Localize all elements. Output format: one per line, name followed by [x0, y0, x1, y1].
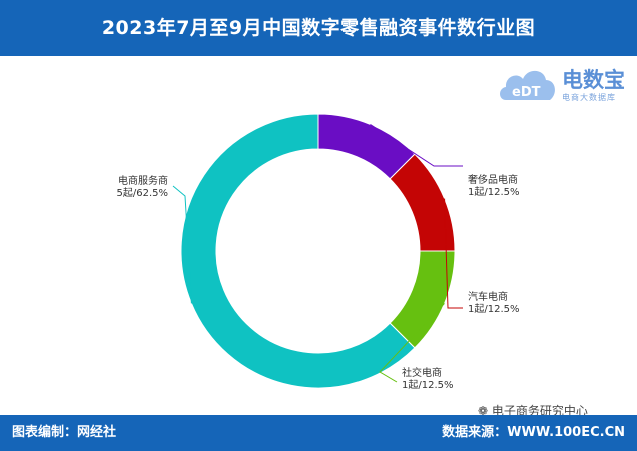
slice-name-label: 社交电商: [402, 366, 442, 379]
leader-line-2: [379, 303, 445, 383]
cloud-logo-icon: eDT: [500, 70, 555, 100]
footer-credit: 图表编制：网经社: [12, 425, 117, 440]
leader-line-0: [370, 124, 463, 167]
title-bar: [0, 0, 637, 56]
wechat-icon: ❁: [478, 404, 492, 418]
slice-name-label: 电商服务商: [118, 174, 168, 187]
donut-chart: 奢侈品电商1起/12.5%汽车电商1起/12.5%社交电商1起/12.5%电商服…: [117, 113, 520, 391]
slice-name-label: 汽车电商: [468, 290, 508, 303]
logo-mark: eDT: [512, 85, 541, 100]
footer-bar: 图表编制：网经社 数据来源：WWW.100EC.CN: [0, 415, 637, 451]
logo-name: 电数宝: [562, 68, 625, 92]
slice-name-label: 奢侈品电商: [468, 173, 518, 186]
slice-3: [180, 113, 416, 389]
leader-line-1: [444, 198, 463, 309]
slice-value-label: 5起/62.5%: [117, 187, 169, 199]
watermark-text: 电子商务研究中心: [491, 404, 588, 418]
chart-title: 2023年7月至9月中国数字零售融资事件数行业图: [101, 17, 536, 39]
footer-source: 数据来源：WWW.100EC.CN: [442, 425, 625, 440]
logo: eDT 电数宝 电商大数据库: [496, 58, 636, 108]
watermark: ❁ 电子商务研究中心: [478, 402, 588, 419]
slice-value-label: 1起/12.5%: [402, 379, 454, 391]
slice-value-label: 1起/12.5%: [468, 303, 520, 315]
leader-line-3: [172, 185, 192, 304]
slice-value-label: 1起/12.5%: [468, 186, 520, 198]
logo-tagline: 电商大数据库: [562, 93, 616, 102]
